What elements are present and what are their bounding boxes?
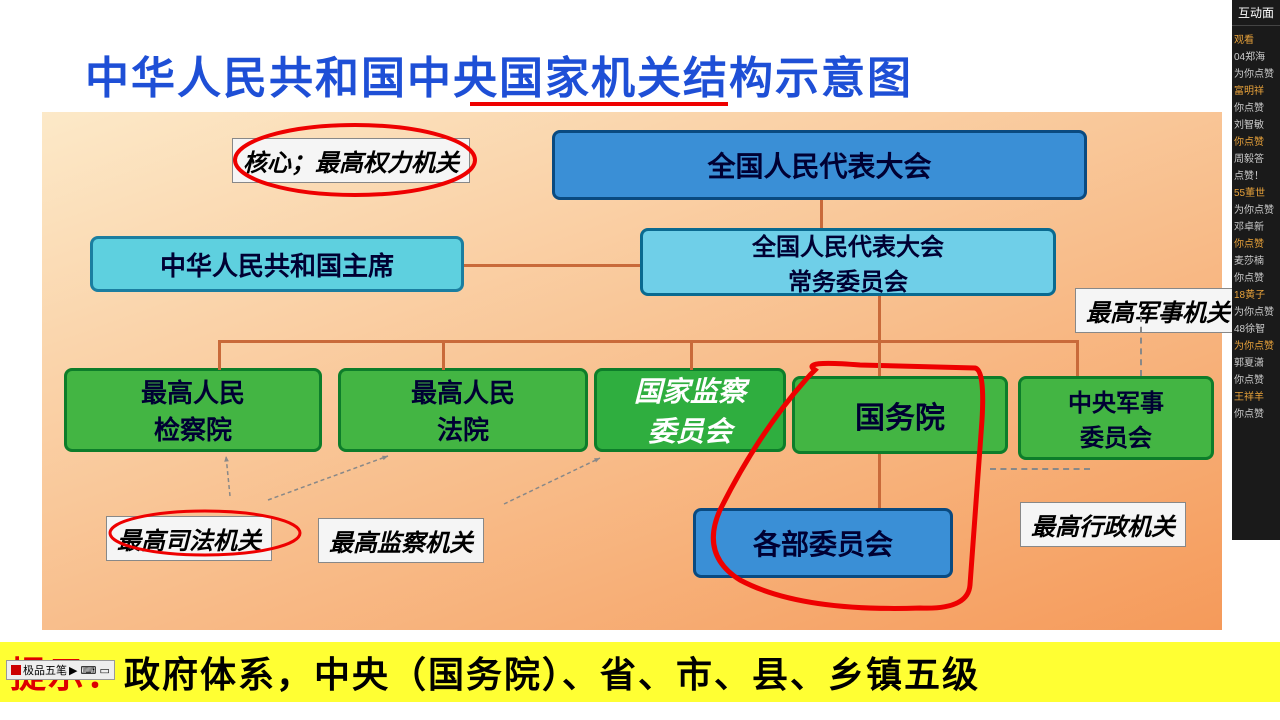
connector-line xyxy=(218,340,221,370)
side-panel-item: 你点赞 xyxy=(1232,234,1280,251)
label-top-military: 最高军事机关 xyxy=(1075,288,1241,333)
node-supreme-court: 最高人民 法院 xyxy=(338,368,588,452)
label-core: 核心；最高权力机关 xyxy=(232,138,470,183)
side-panel-item: 麦莎楠 xyxy=(1232,251,1280,268)
side-panel-item: 刘智敏 xyxy=(1232,115,1280,132)
node-ministries: 各部委员会 xyxy=(693,508,953,578)
side-panel-item: 48徐智 xyxy=(1232,319,1280,336)
side-panel-item: 为你点赞 xyxy=(1232,64,1280,81)
side-panel-item: 55董世 xyxy=(1232,183,1280,200)
connector-line xyxy=(1076,340,1079,376)
side-panel-item: 你点赞 xyxy=(1232,98,1280,115)
connector-line xyxy=(690,340,693,370)
dashed-connector xyxy=(990,468,1090,470)
connector-line xyxy=(442,340,445,370)
side-panel-item: 你点赞 xyxy=(1232,370,1280,387)
ime-controls: ▶ ⌨ ▭ xyxy=(69,664,110,677)
node-supreme-procuratorate: 最高人民 检察院 xyxy=(64,368,322,452)
footer-text: 政府体系，中央（国务院）、省、市、县、乡镇五级 xyxy=(124,654,980,695)
node-state-council: 国务院 xyxy=(792,376,1008,454)
label-top-judicial: 最高司法机关 xyxy=(106,516,272,561)
side-panel-item: 你点赞 xyxy=(1232,132,1280,149)
side-panel-item: 为你点赞 xyxy=(1232,302,1280,319)
side-panel-item: 郭夏潇 xyxy=(1232,353,1280,370)
side-panel-item: 周毅答 xyxy=(1232,149,1280,166)
connector-line xyxy=(820,200,823,228)
label-top-supervisory: 最高监察机关 xyxy=(318,518,484,563)
footer-note: 提示：政府体系，中央（国务院）、省、市、县、乡镇五级 xyxy=(0,642,1280,702)
connector-line xyxy=(464,264,640,267)
dashed-connector xyxy=(1140,316,1142,376)
connector-line xyxy=(878,340,881,376)
side-panel-item: 邓卓新 xyxy=(1232,217,1280,234)
side-panel-item: 富明祥 xyxy=(1232,81,1280,98)
label-top-admin: 最高行政机关 xyxy=(1020,502,1186,547)
ime-toolbar[interactable]: 极品五笔 ▶ ⌨ ▭ xyxy=(6,660,115,680)
page-title: 中华人民共和国中央国家机关结构示意图 xyxy=(85,42,913,106)
ime-icon xyxy=(11,665,21,675)
side-panel-item: 你点赞 xyxy=(1232,404,1280,421)
side-panel-item: 为你点赞 xyxy=(1232,200,1280,217)
connector-line xyxy=(878,296,881,340)
node-central-military-commission: 中央军事 委员会 xyxy=(1018,376,1214,460)
node-npc: 全国人民代表大会 xyxy=(552,130,1087,200)
connector-line xyxy=(218,340,1078,343)
side-panel-item: 点赞！ xyxy=(1232,166,1280,183)
node-npc-standing-committee: 全国人民代表大会 常务委员会 xyxy=(640,228,1056,296)
side-panel-item: 18黄子 xyxy=(1232,285,1280,302)
side-panel[interactable]: 互动面 观看04郑海为你点赞富明祥你点赞刘智敏你点赞周毅答点赞！55董世为你点赞… xyxy=(1232,0,1280,540)
node-supervisory-commission: 国家监察 委员会 xyxy=(594,368,786,452)
side-panel-item: 王祥羊 xyxy=(1232,387,1280,404)
title-underline xyxy=(470,102,728,106)
side-panel-header: 互动面 xyxy=(1232,4,1280,26)
side-panel-item: 为你点赞 xyxy=(1232,336,1280,353)
side-panel-item: 观看 xyxy=(1232,30,1280,47)
node-president: 中华人民共和国主席 xyxy=(90,236,464,292)
ime-label: 极品五笔 xyxy=(23,662,67,678)
side-panel-item: 04郑海 xyxy=(1232,47,1280,64)
connector-line xyxy=(878,454,881,508)
side-panel-item: 你点赞 xyxy=(1232,268,1280,285)
